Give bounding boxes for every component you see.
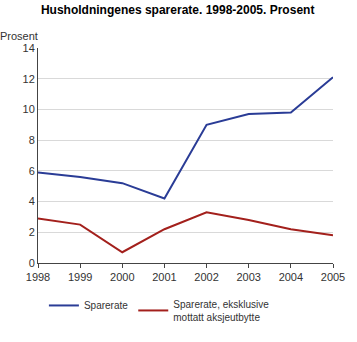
svg-text:2: 2 — [29, 226, 35, 238]
svg-text:2004: 2004 — [279, 271, 303, 283]
svg-text:2005: 2005 — [321, 271, 345, 283]
svg-text:14: 14 — [23, 42, 35, 54]
svg-text:12: 12 — [23, 73, 35, 85]
svg-text:2002: 2002 — [194, 271, 218, 283]
svg-text:2003: 2003 — [236, 271, 260, 283]
svg-text:2000: 2000 — [110, 271, 134, 283]
svg-text:0: 0 — [29, 257, 35, 269]
svg-text:8: 8 — [29, 134, 35, 146]
svg-text:10: 10 — [23, 103, 35, 115]
svg-text:Sparerate: Sparerate — [84, 300, 128, 311]
svg-text:Sparerate, eksklusivemottatt a: Sparerate, eksklusivemottatt aksjeutbytt… — [173, 299, 269, 323]
svg-text:1998: 1998 — [26, 271, 50, 283]
svg-text:2001: 2001 — [152, 271, 176, 283]
svg-text:6: 6 — [29, 165, 35, 177]
svg-text:Husholdningenes sparerate. 199: Husholdningenes sparerate. 1998-2005. Pr… — [41, 3, 314, 17]
svg-text:Prosent: Prosent — [0, 30, 38, 42]
svg-text:4: 4 — [29, 195, 35, 207]
svg-text:1999: 1999 — [68, 271, 92, 283]
